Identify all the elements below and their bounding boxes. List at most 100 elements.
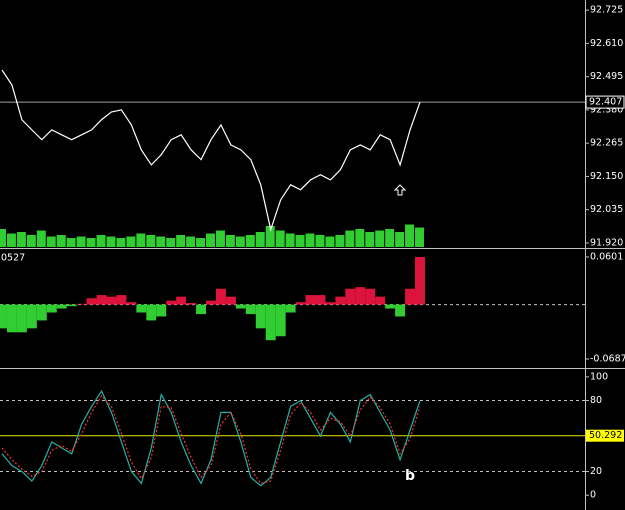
bar [295,302,306,305]
bar [56,304,67,309]
volume-bar [375,230,385,247]
volume-bar [156,236,166,247]
data-line [1,69,421,232]
bar [355,287,366,305]
y-tick-label: 0.0601 [590,251,623,262]
volume-bar [355,229,365,247]
bar [46,304,57,313]
bar [116,295,127,305]
volume-bar [235,236,245,247]
volume-bar [215,230,225,247]
volume-bar [146,235,156,247]
bar [16,304,27,333]
volume-bar [116,238,126,247]
bar [36,304,47,321]
bar [335,296,346,305]
volume-bar [405,224,415,247]
bar [76,303,87,305]
volume-bar [26,235,36,247]
last-price-box [585,95,625,109]
bar [215,288,226,305]
bar [146,304,157,321]
volume-bar [315,235,325,247]
bar [255,304,266,329]
annotation: b [405,468,415,484]
y-tick-label: -0.0687 [590,353,625,364]
bar [325,302,336,305]
y-tick-label: 92.035 [590,204,623,215]
y-tick-label: 92.495 [590,71,623,82]
bar [385,304,396,309]
y-tick-label: 0 [590,490,596,501]
y-tick-label: 92.265 [590,138,623,149]
volume-bar [56,235,66,247]
bar [305,295,316,305]
volume-bar [335,235,345,247]
y-tick-label: 80 [590,395,602,406]
volume-bar [66,238,76,247]
bar [275,304,286,337]
volume-bar [285,233,295,247]
volume-bar [0,229,6,247]
volume-bar [255,232,265,247]
bar [6,304,17,333]
y-tick-label: 92.610 [590,38,623,49]
bar [196,304,207,315]
volume-bar [136,233,146,247]
bar [345,288,356,305]
volume-bar [36,230,46,247]
bar [285,304,296,313]
bar [365,288,376,305]
data-line [1,389,421,487]
volume-bar [325,236,335,247]
volume-bar [295,235,305,247]
volume-bar [6,233,16,247]
bar [405,288,416,305]
bar [395,304,406,317]
bar [265,304,276,341]
volume-bar [265,226,275,247]
volume-bar [186,236,196,247]
bar [106,296,117,305]
volume-bar [415,227,424,247]
volume-bar [106,236,116,247]
volume-bar [225,235,235,247]
y-tick-label: 91.920 [590,237,623,248]
bar [0,304,7,329]
bar [86,298,97,305]
volume-bar [275,230,285,247]
volume-bar [16,232,26,247]
arrow-icon [393,184,407,196]
volume-bar [176,235,186,247]
volume-bar [196,238,206,247]
bar [225,296,236,305]
bar [166,300,177,305]
volume-bar [86,238,96,247]
bar [315,295,326,305]
bar [66,304,77,307]
volume-bar [126,236,136,247]
marker-label: 50.292 [589,430,622,441]
bar [415,256,425,305]
bar [235,304,246,309]
y-tick-label: 100 [590,371,608,382]
y-tick-label: 92.150 [590,171,623,182]
bar [375,296,386,305]
indicator-label: 0527 [1,253,25,264]
bar [206,300,216,305]
bar [156,304,167,317]
y-tick-label: 92.725 [590,5,623,16]
bar [176,296,187,305]
volume-bar [76,236,86,247]
bar [245,304,256,315]
last-price-label: 92.407 [589,97,622,108]
bar [96,295,107,305]
volume-bar [365,232,375,247]
volume-bar [96,235,106,247]
y-tick-label: 20 [590,466,602,477]
volume-bar [395,232,405,247]
volume-bar [385,229,395,247]
y-tick-label: 92.380 [590,104,623,115]
